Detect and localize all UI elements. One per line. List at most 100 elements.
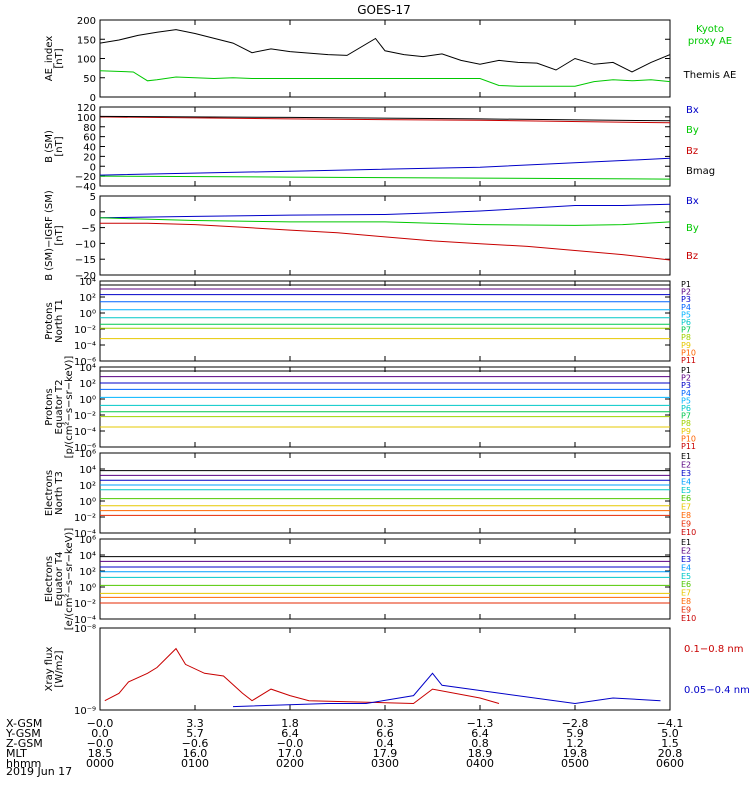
y-tick-label: 10⁻² [74, 325, 96, 336]
plot-date: 2019 Jun 17 [6, 765, 72, 778]
legend-e3: E3 [681, 555, 691, 564]
legend-bz: Bz [686, 146, 698, 157]
x-tick-value: 17.9 [373, 747, 398, 760]
y-axis-label: ElectronsNorth T3 [44, 470, 65, 516]
panel-frame [99, 195, 671, 276]
legend-e2: E2 [681, 546, 691, 555]
legend-e5: E5 [681, 486, 691, 495]
x-tick-value: −0.0 [87, 717, 114, 730]
y-tick-label: −40 [75, 182, 96, 193]
x-tick-value: 6.4 [281, 727, 299, 740]
plot-area [100, 284, 670, 340]
y-axis-label: B (SM)−IGRF (SM)[nT] [44, 190, 65, 281]
panel-frame [99, 452, 671, 534]
y-tick-label: 100 [77, 113, 96, 124]
legend-e1: E1 [681, 538, 691, 547]
x-tick-value: 0400 [466, 757, 494, 770]
legend-0-05-0-4-nm: 0.05−0.4 nm [684, 685, 750, 696]
x-tick-value: 5.9 [566, 727, 584, 740]
x-row-label-mlt: MLT [6, 747, 27, 760]
x-tick-value: 16.0 [183, 747, 208, 760]
panel-bigrf: 5 0 −5 −10 −15 −20 B (SM)−IGRF (SM)[nT] Bx By Bz [44, 190, 699, 282]
y-tick-label: 10² [79, 293, 96, 304]
panel-frame [99, 280, 671, 362]
x-tick-value: 6.4 [471, 727, 489, 740]
x-tick-value: 0300 [371, 757, 399, 770]
x-tick-value: 19.8 [563, 747, 588, 760]
panel-frame [99, 366, 671, 448]
y-tick-label: −5 [81, 224, 96, 235]
x-tick-value: 18.9 [468, 747, 493, 760]
x-tick-value: −0.6 [182, 737, 209, 750]
x-tick-value: 0.8 [471, 737, 489, 750]
y-tick-label: 10⁻⁴ [74, 529, 96, 540]
x-tick-value: 0600 [656, 757, 684, 770]
x-tick-value: −0.0 [87, 737, 114, 750]
x-row-label-y-gsm: Y-GSM [5, 727, 41, 740]
plot-area [100, 370, 670, 428]
legend-e6: E6 [681, 494, 691, 503]
legend-kyoto-proxy-ae: Kyoto proxy AE [688, 24, 732, 47]
panel-frame [99, 627, 671, 711]
plot-title: GOES-17 [357, 3, 411, 17]
legend-p10: P10 [681, 434, 696, 443]
series-bmag [100, 115, 670, 122]
x-row-label-x-gsm: X-GSM [6, 717, 42, 730]
y-tick-label: 10⁶ [79, 449, 96, 460]
panel-ae: 200 150 100 50 0 AE_index[nT] Kyoto proxy AE The… [44, 16, 736, 104]
x-tick-value: 0.0 [91, 727, 109, 740]
legend-p7: P7 [681, 326, 691, 335]
y-tick-label: 80 [83, 123, 96, 134]
y-tick-label: −20 [75, 172, 96, 183]
legend-e7: E7 [681, 503, 691, 512]
x-tick-value: 0100 [181, 757, 209, 770]
y-tick-label: 10⁻⁶ [74, 443, 96, 454]
legend-p9: P9 [681, 341, 691, 350]
series-kyoto-proxy-ae [100, 70, 670, 87]
series-bz [100, 222, 670, 261]
x-tick-value: 1.8 [281, 717, 299, 730]
plot-area [100, 115, 670, 180]
y-tick-label: −15 [75, 255, 96, 266]
plot-area [100, 556, 670, 604]
legend-p8: P8 [681, 333, 691, 342]
legend-e2: E2 [681, 460, 691, 469]
legend-e8: E8 [681, 511, 691, 520]
x-tick-value: 1.2 [566, 737, 584, 750]
y-tick-label: 10⁻⁹ [74, 706, 96, 717]
y-tick-label: 10² [79, 379, 96, 390]
x-tick-value: 0.3 [376, 717, 394, 730]
y-tick-label: 20 [83, 152, 96, 163]
legend-e9: E9 [681, 606, 691, 615]
y-axis-label: Xray flux[W/m2] [44, 647, 65, 692]
legend-0-1-0-8-nm: 0.1−0.8 nm [684, 644, 743, 655]
y-tick-label: 5 [90, 192, 96, 203]
y-tick-label: 0 [90, 93, 96, 104]
series-0-1-0-8-nm [104, 647, 500, 705]
legend-themis-ae: Themis AE [683, 70, 737, 81]
y-tick-label: 120 [77, 103, 96, 114]
y-tick-label: 10⁴ [79, 551, 96, 562]
y-tick-label: 0 [90, 162, 96, 173]
x-tick-value: 0.4 [376, 737, 394, 750]
legend-e8: E8 [681, 597, 691, 606]
y-tick-label: 10⁴ [79, 363, 96, 374]
x-tick-value: 0000 [86, 757, 114, 770]
legend-p11: P11 [681, 442, 696, 451]
legend-p4: P4 [681, 303, 691, 312]
series-bx [100, 203, 670, 219]
y-axis-label: ProtonsEquator T2[p/(cm²−s−sr−keV)] [44, 356, 75, 459]
x-tick-value: 17.0 [278, 747, 303, 760]
legend-bmag: Bmag [686, 166, 715, 177]
legend-p8: P8 [681, 419, 691, 428]
y-axis-label: ProtonsNorth T1 [44, 299, 65, 343]
legend-p7: P7 [681, 412, 691, 421]
panel-p_north: 10⁴ 10² 10⁰ 10⁻² 10⁻⁴ 10⁻⁶ ProtonsNorth T1 P1P2… [44, 277, 696, 368]
x-tick-value: −2.8 [562, 717, 589, 730]
y-tick-label: 200 [77, 16, 96, 27]
legend-p4: P4 [681, 389, 691, 398]
plot-area [100, 29, 670, 87]
